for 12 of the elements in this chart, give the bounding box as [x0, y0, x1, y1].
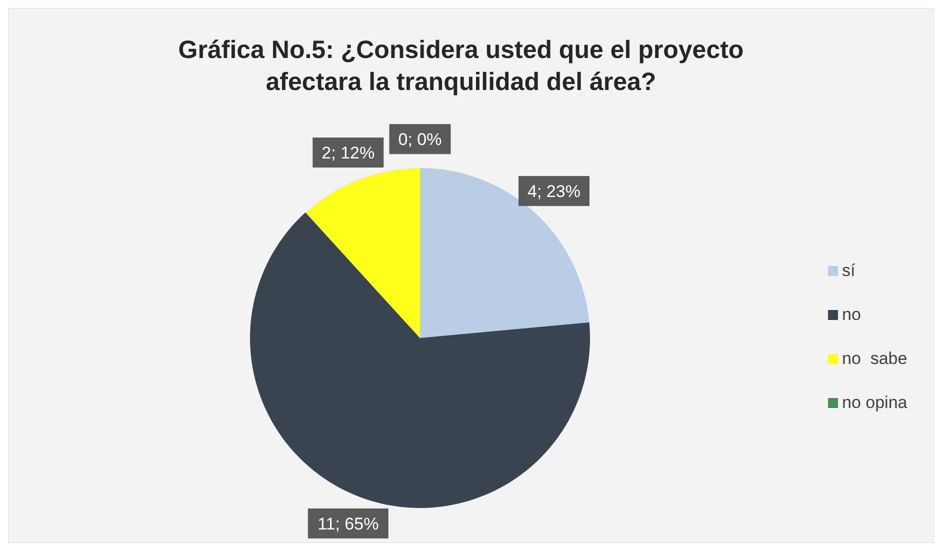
legend-label: no sabe [842, 349, 908, 368]
text: 0; 0% [398, 130, 442, 150]
data-label: 11; 65% [318, 514, 379, 534]
legend-label: sí [842, 261, 856, 280]
pie-slice [305, 168, 420, 338]
data-label: 4; 23% [528, 182, 580, 202]
chart-title: Gráfica No.5: ¿Considera usted que el proyecto afectara la tranquilidad del área? [178, 36, 744, 96]
legend-label: no opina [842, 393, 908, 412]
pie-slice [420, 168, 590, 338]
data-label: 2; 12% [322, 144, 375, 163]
legend-label: no [842, 305, 861, 324]
pie-slice [250, 212, 590, 508]
